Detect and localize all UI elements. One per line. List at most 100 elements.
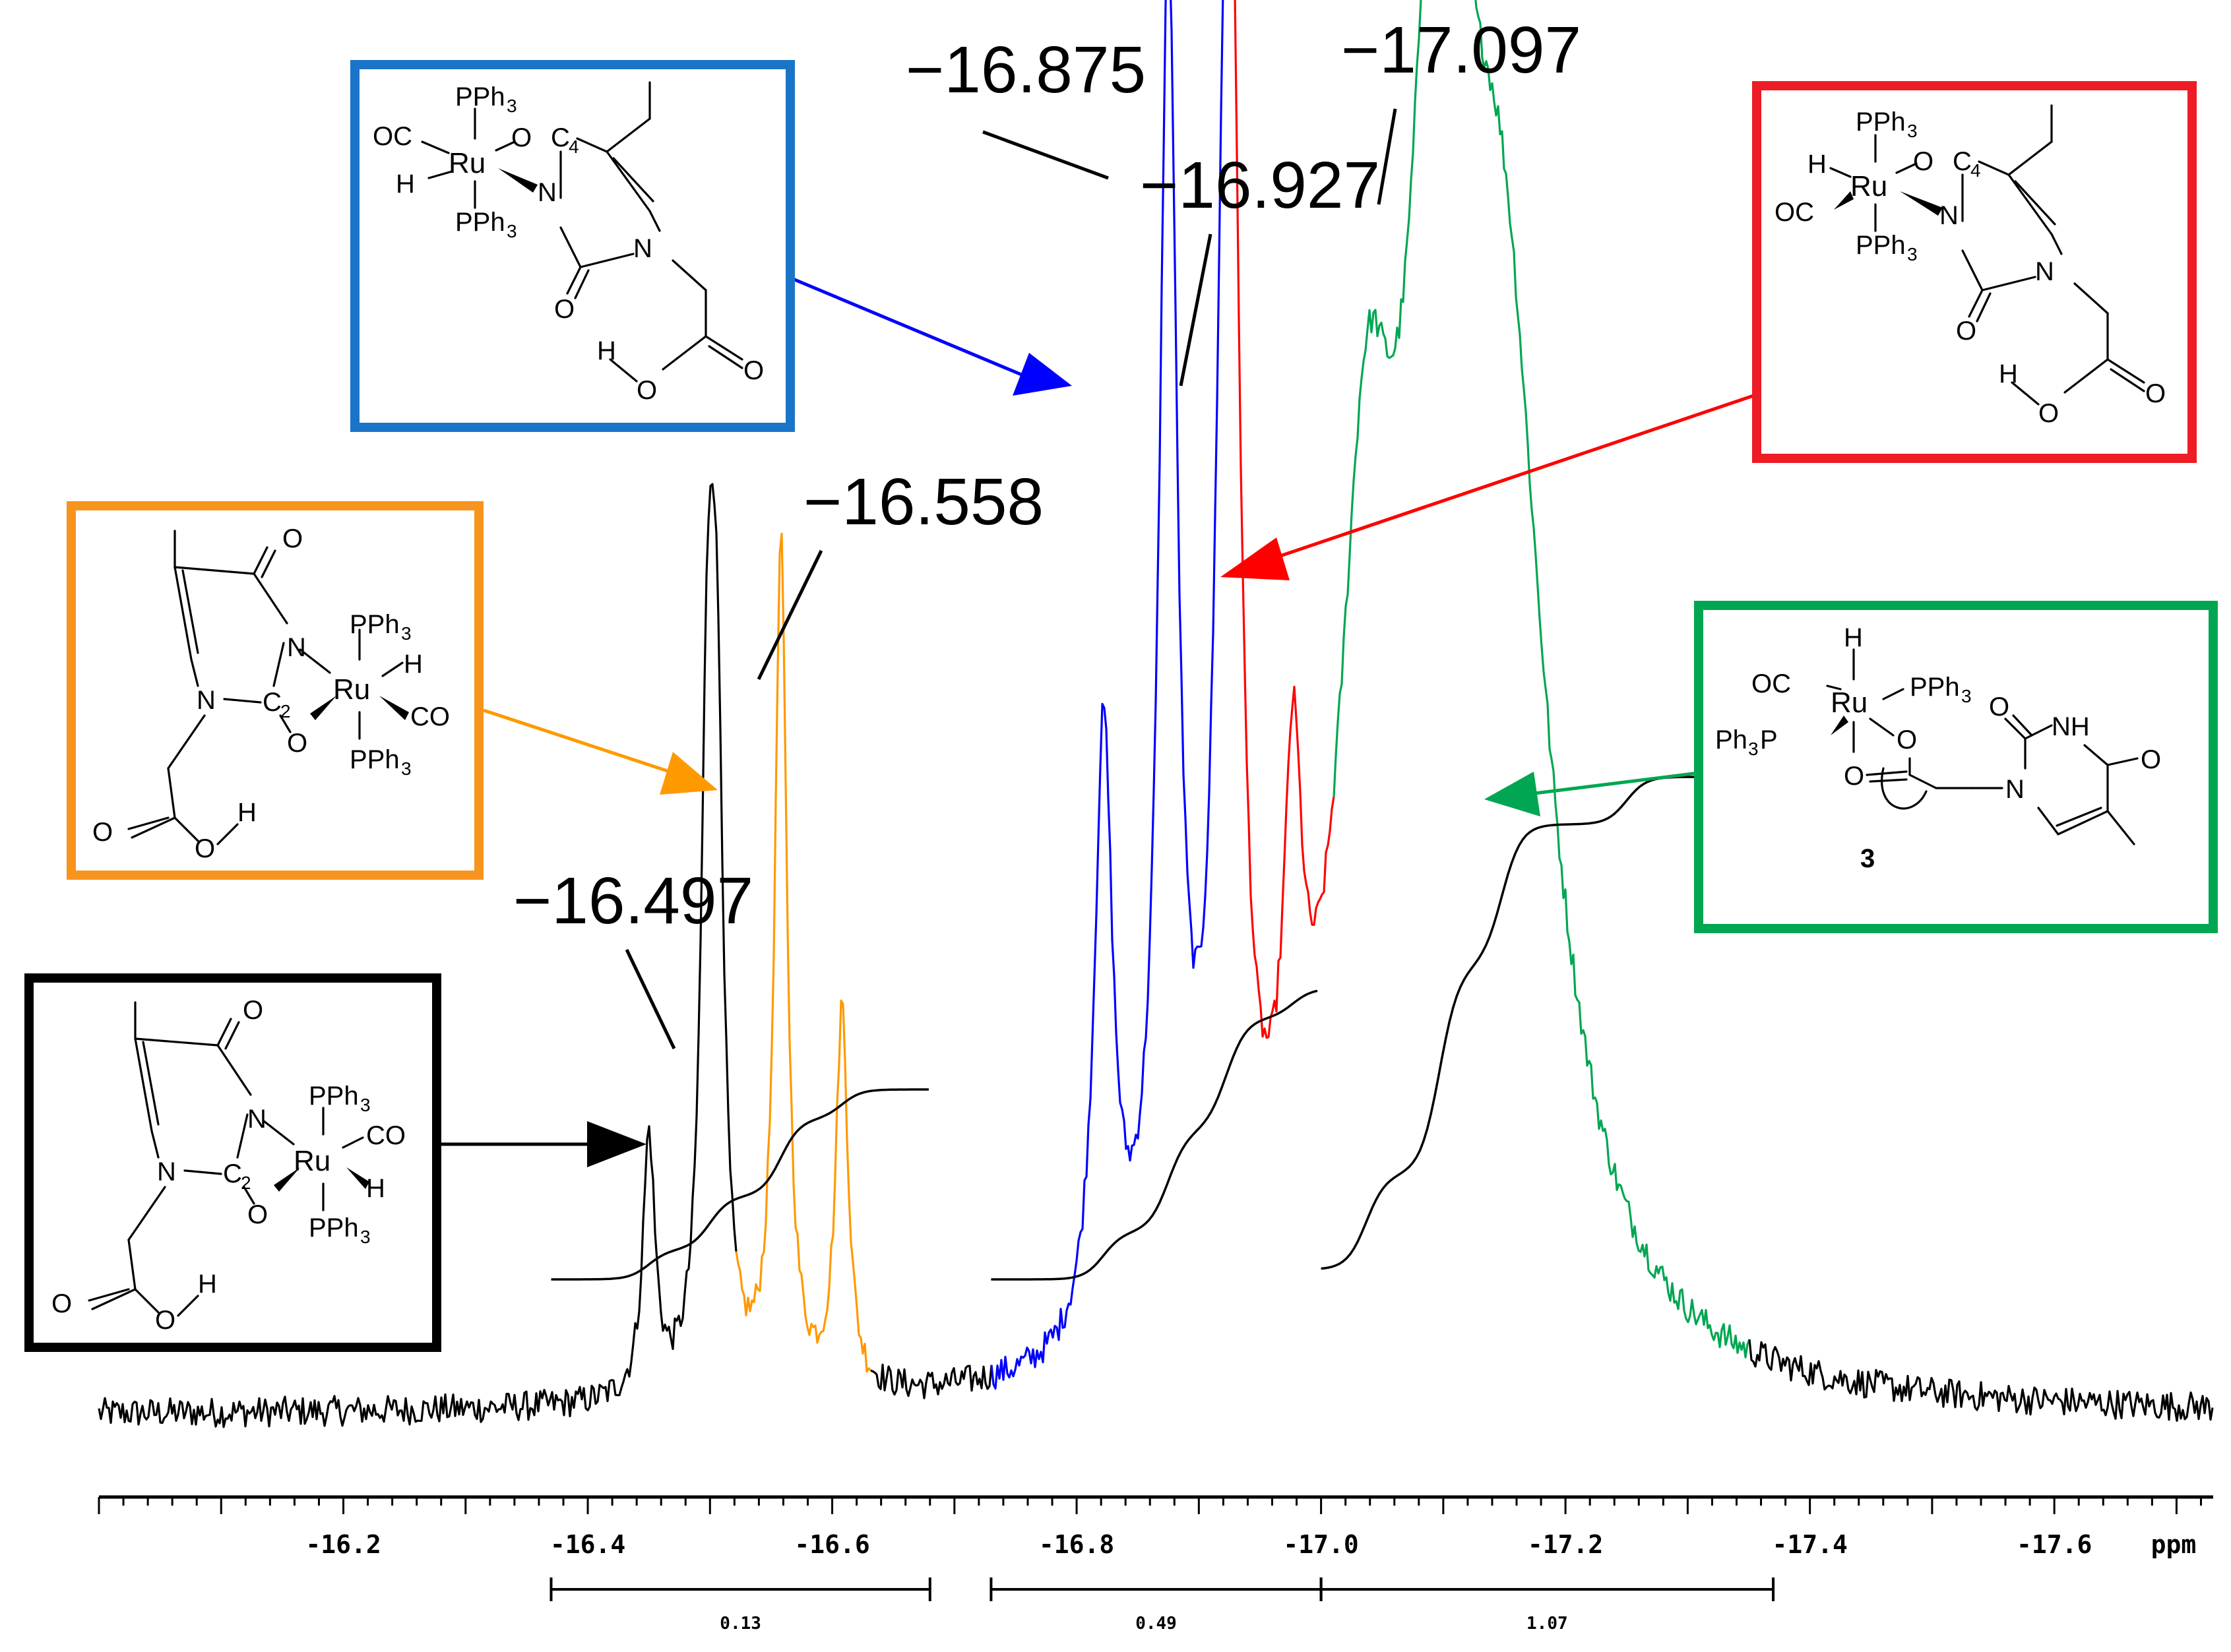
spectrum-trace xyxy=(1748,1339,2214,1422)
peak-label: −16.558 xyxy=(803,465,1044,539)
orange-two: 2 xyxy=(280,701,291,721)
green-arrowhead xyxy=(1484,772,1540,816)
orange-co: CO xyxy=(410,702,450,731)
green-ph3p-sub3: 3 xyxy=(1748,739,1759,759)
blue-ho-h: H xyxy=(597,336,616,365)
blue-four: 4 xyxy=(569,137,579,157)
green-o-top: O xyxy=(1989,692,2009,721)
red-n: N xyxy=(1939,201,1959,230)
green-compound-number: 3 xyxy=(1860,844,1875,873)
x-tick-label: -17.6 xyxy=(2017,1530,2092,1559)
black-arrowhead xyxy=(587,1121,646,1167)
peak-leader-line xyxy=(625,948,676,1050)
blue-o-bot: O xyxy=(554,295,575,324)
peak-leader-line xyxy=(1377,108,1397,205)
green-o2: O xyxy=(1844,762,1864,791)
blue-sub3b: 3 xyxy=(507,221,517,241)
green-o-right: O xyxy=(2141,745,2161,774)
red-ru: Ru xyxy=(1850,170,1887,202)
red-h: H xyxy=(1807,150,1827,179)
structure-box-green: H OC Ru PPh 3 Ph 3 P O O O NH N O 3 xyxy=(1694,601,2218,933)
red-sub3: 3 xyxy=(1907,121,1918,141)
orange-n2: N xyxy=(197,686,216,715)
blue-co-o: O xyxy=(743,356,764,385)
green-pph3: PPh xyxy=(1910,673,1960,702)
black-n: N xyxy=(247,1105,267,1134)
integral-value-label: 1.07 xyxy=(1526,1614,1568,1634)
green-sub3: 3 xyxy=(1961,686,1972,706)
red-molecule: PPh 3 H Ru OC PPh 3 O C 4 N O N H O O xyxy=(1775,104,2166,428)
orange-molecule: O N PPh 3 H Ru CO N C 2 O PPh 3 O O H xyxy=(92,524,450,863)
black-two: 2 xyxy=(241,1173,251,1193)
red-sub3b: 3 xyxy=(1907,244,1918,264)
orange-acid-oh: O xyxy=(195,834,215,863)
red-o-bot: O xyxy=(1956,317,1976,346)
green-arrow xyxy=(1523,771,1699,797)
blue-arrowhead xyxy=(1013,353,1072,396)
red-arrowhead xyxy=(1220,537,1290,580)
green-molecule: H OC Ru PPh 3 Ph 3 P O O O NH N O 3 xyxy=(1715,623,2161,873)
black-o-top: O xyxy=(243,996,263,1025)
orange-h: H xyxy=(404,650,423,679)
integral-brackets: 0.13 0.49 1.07 xyxy=(550,1577,1775,1634)
black-acid-h: H xyxy=(198,1270,217,1299)
black-co: CO xyxy=(366,1121,406,1150)
red-pph3-bot: PPh xyxy=(1856,231,1906,260)
green-oc: OC xyxy=(1751,669,1791,698)
black-pph3-bot: PPh xyxy=(309,1213,359,1242)
peak-leader-line xyxy=(982,130,1109,180)
black-sub3b: 3 xyxy=(360,1227,371,1247)
black-molecule: O N PPh 3 CO Ru H N C 2 O PPh 3 O O H xyxy=(51,996,406,1335)
red-pph3-top: PPh xyxy=(1856,107,1906,137)
structure-box-orange: O N PPh 3 H Ru CO N C 2 O PPh 3 O O H xyxy=(67,501,484,880)
peak-label: −17.097 xyxy=(1341,13,1581,87)
spectrum-trace xyxy=(990,0,1224,1390)
blue-c4: C xyxy=(551,123,570,152)
integral-curve xyxy=(991,989,1318,1281)
spectrum-trace xyxy=(1234,0,1335,1039)
integral-bracket: 0.13 xyxy=(550,1577,931,1634)
blue-pph3-bot: PPh xyxy=(455,208,505,237)
peak-leader-line xyxy=(757,549,823,681)
black-n2: N xyxy=(157,1157,176,1186)
orange-c2: C xyxy=(263,688,282,717)
orange-sub3: 3 xyxy=(401,623,412,644)
orange-sub3b: 3 xyxy=(401,758,412,779)
blue-n2: N xyxy=(633,234,652,263)
integral-curve xyxy=(551,1088,929,1281)
red-ho-o: O xyxy=(2038,399,2059,428)
green-n: N xyxy=(2005,775,2025,804)
blue-sub3: 3 xyxy=(507,96,517,116)
peak-label: −16.875 xyxy=(906,33,1146,107)
red-n2: N xyxy=(2035,257,2054,286)
blue-n: N xyxy=(538,178,557,207)
green-o1: O xyxy=(1897,725,1917,754)
x-tick-label: -16.4 xyxy=(550,1530,625,1559)
spectrum-trace xyxy=(1333,0,1751,1359)
x-tick-label: -17.0 xyxy=(1283,1530,1358,1559)
spectrum-trace xyxy=(98,483,738,1428)
integral-bracket: 0.49 xyxy=(990,1577,1323,1634)
red-c4: C xyxy=(1953,147,1972,176)
integral-bracket: 1.07 xyxy=(1319,1577,1775,1634)
blue-ho-o: O xyxy=(637,376,657,405)
orange-acid-h: H xyxy=(237,798,257,827)
blue-ru: Ru xyxy=(449,147,486,179)
blue-pph3-top: PPh xyxy=(455,82,505,111)
red-four: 4 xyxy=(1970,160,1981,181)
spectrum-trace xyxy=(870,1363,993,1399)
structure-box-black: O N PPh 3 CO Ru H N C 2 O PPh 3 O O H xyxy=(24,973,441,1352)
green-h: H xyxy=(1844,623,1863,652)
peak-leader-line xyxy=(1179,233,1212,386)
x-tick-label: -16.2 xyxy=(305,1530,381,1559)
blue-molecule: PPh 3 OC Ru H PPh 3 O C 4 N O N H O O xyxy=(373,81,764,405)
green-ph3p: Ph xyxy=(1715,725,1747,754)
orange-n: N xyxy=(287,633,306,662)
black-h: H xyxy=(366,1174,385,1203)
integral-value-label: 0.49 xyxy=(1135,1614,1177,1634)
peak-label: −16.497 xyxy=(513,864,753,938)
black-c2: C xyxy=(223,1159,242,1188)
pointer-arrows xyxy=(439,275,1754,1167)
red-oc: OC xyxy=(1775,198,1814,227)
